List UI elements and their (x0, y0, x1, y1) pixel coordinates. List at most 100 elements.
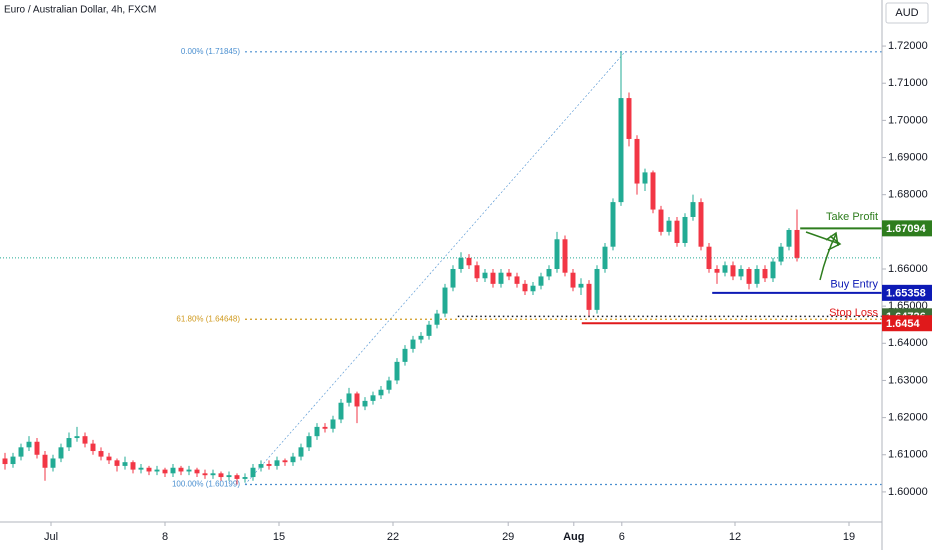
fib-label: 61.80% (1.64648) (176, 314, 240, 323)
candle-body (274, 460, 280, 466)
candle-body (258, 464, 264, 468)
candle-body (666, 220, 672, 232)
candle-body (514, 276, 520, 284)
candle-body (642, 172, 648, 184)
price-badge (882, 220, 932, 237)
candle-body (162, 469, 168, 474)
y-tick-label: 1.60000 (888, 486, 928, 498)
candle-body (730, 265, 736, 277)
candle-body (682, 216, 688, 243)
candle-body (570, 272, 576, 288)
candle-body (146, 467, 152, 472)
candle-body (706, 246, 712, 269)
candle-body (466, 257, 472, 266)
price-badge-label: 1.6454 (886, 318, 921, 330)
price-badge-label: 1.67094 (886, 223, 927, 235)
price-badge-label: 1.65358 (886, 288, 926, 300)
candle-body (378, 389, 384, 396)
candle-body (226, 475, 232, 478)
x-tick-label: 8 (162, 531, 168, 543)
candle-body (26, 441, 32, 448)
candle-body (786, 229, 792, 247)
candle-body (306, 436, 312, 448)
candle-body (362, 400, 368, 407)
candle-body (50, 458, 56, 468)
y-tick-label: 1.66000 (888, 263, 928, 275)
y-tick-label: 1.72000 (888, 40, 928, 52)
candle-body (322, 426, 328, 429)
x-tick-label: 22 (387, 531, 399, 543)
candle-body (98, 451, 104, 457)
candle-body (346, 393, 352, 403)
candle-body (546, 268, 552, 277)
candle-body (770, 261, 776, 279)
candle-body (618, 98, 624, 203)
trade-label: Buy Entry (830, 279, 878, 291)
x-tick-label: 19 (843, 531, 855, 543)
candle-body (674, 220, 680, 243)
candle-body (490, 272, 496, 284)
candle-body (74, 436, 80, 439)
x-tick-label: 15 (273, 531, 285, 543)
candle-body (314, 426, 320, 437)
trade-label: Take Profit (826, 211, 878, 223)
candle-body (762, 268, 768, 279)
price-badge (882, 315, 932, 332)
candle-body (738, 268, 744, 277)
candle-body (610, 202, 616, 247)
y-tick-label: 1.62000 (888, 412, 928, 424)
chart-title: Euro / Australian Dollar, 4h, FXCM (4, 5, 156, 16)
candle-body (298, 447, 304, 457)
candle-body (650, 172, 656, 210)
candle-body (506, 272, 512, 277)
candle-body (594, 268, 600, 310)
candle-body (562, 239, 568, 273)
candle-body (386, 380, 392, 390)
candle-body (234, 475, 240, 479)
fib-label: 100.00% (1.60199) (172, 480, 240, 489)
currency: AUD (895, 7, 918, 19)
candle-body (2, 458, 8, 465)
candle-body (330, 419, 336, 429)
candle-body (746, 268, 752, 284)
candle-body (434, 313, 440, 325)
candle-body (338, 402, 344, 420)
candle-body (114, 460, 120, 466)
candle-body (794, 229, 800, 258)
candle-body (522, 283, 528, 292)
candle-body (202, 473, 208, 476)
plot-area: 0.00% (1.71845) 61.80% (1.64648) 100.00% (… (0, 47, 882, 489)
candle-body (370, 395, 376, 401)
candle-body (602, 246, 608, 269)
trade-label: Stop Loss (829, 307, 878, 319)
candle-body (690, 202, 696, 217)
candle-body (554, 239, 560, 269)
candle-body (658, 209, 664, 232)
candle-body (242, 477, 248, 479)
candle-body (394, 361, 400, 381)
candle-body (218, 473, 224, 478)
candle-body (442, 287, 448, 314)
candle-body (698, 202, 704, 247)
candle-body (458, 257, 464, 269)
candle-body (122, 462, 128, 466)
y-tick-label: 1.71000 (888, 77, 928, 89)
candle-body (714, 268, 720, 273)
candle-body (66, 438, 72, 448)
x-tick-label: 29 (502, 531, 514, 543)
candle-body (450, 268, 456, 288)
candle-body (538, 276, 544, 286)
candle-body (178, 467, 184, 472)
currency-box[interactable] (885, 2, 929, 24)
candle-body (426, 324, 432, 336)
candle-body (210, 473, 216, 476)
candle-body (626, 98, 632, 139)
x-tick-label: Aug (563, 531, 584, 543)
candle-body (354, 393, 360, 407)
price-badge (882, 284, 932, 301)
candle-body (498, 272, 504, 284)
fib-label: 0.00% (1.71845) (181, 47, 240, 56)
candle-body (474, 265, 480, 279)
candle-body (418, 335, 424, 340)
